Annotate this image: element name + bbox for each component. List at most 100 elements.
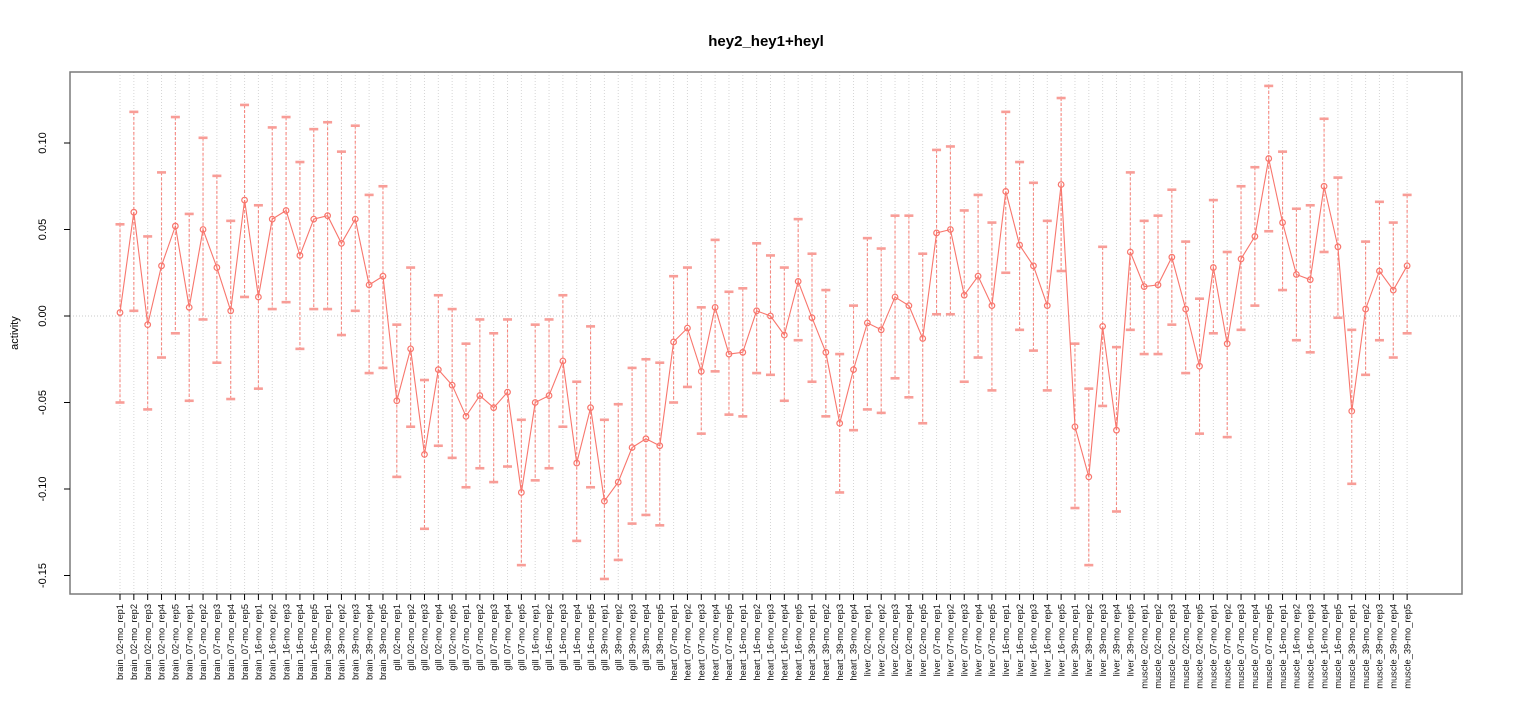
data-point-marker [1334,243,1342,251]
data-point-marker [1140,283,1148,290]
x-tick-label: heart_39-mo_rep4 [849,604,859,681]
y-tick-label: -0.05 [37,390,49,415]
x-tick-label: brain_02-mo_rep2 [129,604,139,680]
x-tick-label: gill_07-mo_rep1 [461,604,471,671]
x-tick-label: liver_39-mo_rep3 [1098,604,1108,676]
x-tick-label: liver_07-mo_rep4 [973,604,983,676]
x-tick-label: brain_16-mo_rep4 [295,604,305,680]
x-tick-label: heart_16-mo_rep5 [793,604,803,681]
data-point-marker [1168,253,1176,261]
x-tick-label: muscle_16-mo_rep5 [1333,604,1343,689]
y-tick-label: -0.10 [37,476,49,501]
x-tick-label: gill_39-mo_rep1 [600,604,610,671]
data-point-marker [241,196,248,204]
x-tick-label: gill_02-mo_rep5 [447,604,457,671]
x-tick-label: brain_02-mo_rep1 [115,604,125,680]
x-tick-label: heart_07-mo_rep5 [724,604,734,681]
x-tick-label: gill_39-mo_rep5 [655,604,665,671]
data-point-marker [379,272,387,280]
data-point-marker [324,212,332,220]
x-tick-label: liver_07-mo_rep1 [932,604,942,676]
x-tick-label: muscle_02-mo_rep5 [1195,604,1205,689]
x-tick-label: liver_16-mo_rep3 [1029,604,1039,676]
x-tick-label: liver_39-mo_rep2 [1084,604,1094,676]
x-tick-label: liver_02-mo_rep2 [876,604,886,676]
x-tick-label: gill_07-mo_rep3 [489,604,499,671]
x-tick-label: gill_02-mo_rep2 [406,604,416,671]
data-point-marker [1057,181,1065,188]
x-tick-label: heart_16-mo_rep4 [780,604,790,681]
data-point-marker [725,350,733,358]
x-tick-label: liver_02-mo_rep1 [863,604,873,676]
data-point-marker [905,302,913,310]
data-point-marker [517,489,525,496]
x-tick-label: muscle_39-mo_rep3 [1375,604,1385,689]
x-tick-label: heart_07-mo_rep1 [669,604,679,681]
data-point-marker [877,326,885,334]
data-point-marker [919,335,927,342]
x-tick-label: gill_07-mo_rep5 [517,604,527,671]
data-point-marker [1113,426,1120,434]
data-point-marker [1292,271,1300,278]
data-point-marker [960,291,968,299]
data-point-marker [601,497,608,505]
x-tick-label: muscle_16-mo_rep3 [1305,604,1315,689]
data-point-marker [836,419,844,427]
data-point-marker [780,331,788,339]
data-point-marker [670,338,677,346]
data-point-marker [448,381,456,389]
data-point-marker [227,307,235,315]
x-tick-label: muscle_16-mo_rep2 [1292,604,1302,689]
data-point-marker [1209,264,1217,271]
x-tick-label: gill_16-mo_rep2 [544,604,554,671]
data-point-marker [365,281,373,289]
data-point-marker [1016,241,1023,249]
data-point-marker [1099,322,1107,330]
x-tick-label: gill_07-mo_rep4 [503,604,513,671]
data-point-marker [988,302,996,310]
data-point-marker [947,226,954,233]
x-tick-label: liver_39-mo_rep4 [1112,604,1122,676]
x-tick-label: liver_16-mo_rep4 [1042,604,1052,676]
data-point-marker [697,367,705,375]
x-tick-label: brain_39-mo_rep1 [323,604,333,680]
data-point-marker [1126,248,1134,256]
plot-border [69,71,1463,595]
x-tick-label: muscle_02-mo_rep1 [1139,604,1149,689]
data-point-marker [310,215,318,223]
x-tick-label: gill_16-mo_rep1 [530,604,540,671]
data-point-marker [614,478,622,486]
data-point-marker [1279,219,1286,226]
x-tick-label: muscle_02-mo_rep3 [1167,604,1177,689]
data-point-marker [794,278,802,285]
data-point-marker [656,442,664,450]
x-tick-label: gill_02-mo_rep1 [392,604,402,671]
data-point-marker [199,226,207,233]
data-point-marker [213,264,221,271]
data-point-marker [407,345,415,353]
data-point-marker [1182,305,1190,313]
data-point-marker [767,312,774,320]
data-point-marker [850,366,857,374]
x-tick-label: brain_39-mo_rep3 [350,604,360,680]
data-point-marker [144,321,152,329]
x-tick-label: liver_39-mo_rep1 [1070,604,1080,676]
data-point-marker [1389,286,1397,294]
x-tick-label: brain_07-mo_rep5 [240,604,250,680]
data-point-marker [434,366,442,374]
x-tick-label: brain_16-mo_rep1 [254,604,264,680]
data-point-marker [559,357,567,365]
data-point-marker [1237,255,1245,263]
data-point-marker [490,404,498,412]
x-tick-label: muscle_39-mo_rep2 [1361,604,1371,689]
data-point-marker [684,324,691,332]
x-tick-label: heart_16-mo_rep1 [738,604,748,681]
x-tick-label: muscle_16-mo_rep4 [1319,604,1329,689]
data-point-marker [1362,305,1369,313]
x-tick-label: gill_16-mo_rep5 [586,604,596,671]
data-point-marker [573,459,581,467]
data-point-marker [545,392,553,399]
x-tick-label: heart_16-mo_rep3 [766,604,776,681]
